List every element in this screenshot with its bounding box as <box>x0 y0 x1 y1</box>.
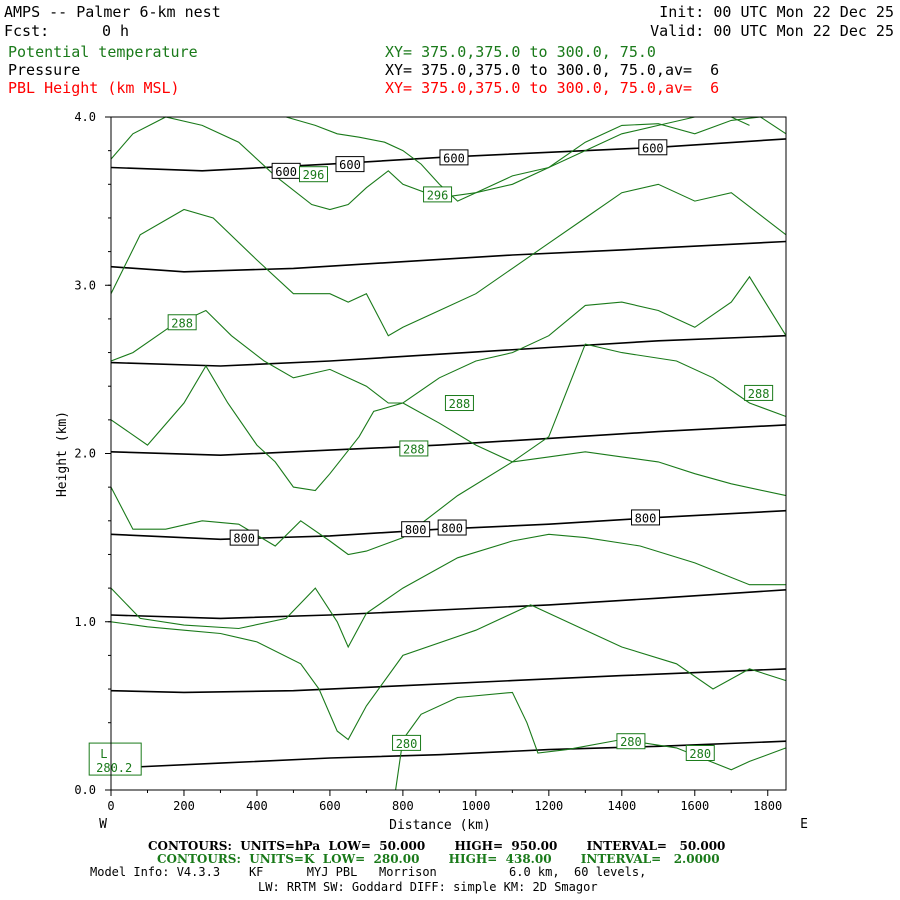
theta-contours <box>110 116 787 791</box>
theta-contour-label: 288 <box>403 442 425 456</box>
x-tick-label: 400 <box>246 799 268 813</box>
y-tick-label: 0.0 <box>74 783 96 797</box>
theta-contour-label-box <box>167 314 197 331</box>
theta_288-line <box>110 343 787 492</box>
footer-pressure-contours: CONTOURS: UNITS=hPa LOW= 50.000 HIGH= 95… <box>148 839 726 853</box>
pressure-contour-label-box <box>335 156 365 173</box>
theta-contour-label: 288 <box>171 316 193 330</box>
init-time: Init: 00 UTC Mon 22 Dec 25 <box>659 3 894 21</box>
theta_290-line <box>110 275 787 404</box>
low-marker-symbol: L <box>100 747 107 761</box>
y-tick-label: 1.0 <box>74 615 96 629</box>
legend-pbl-name: PBL Height (km MSL) <box>8 79 180 97</box>
legend-pbl-xy: XY= 375.0,375.0 to 300.0, 75.0,av= 6 <box>385 79 720 97</box>
theta-contour-label: 280 <box>620 735 642 749</box>
pressure-contours <box>110 138 787 769</box>
legend-pressure-xy: XY= 375.0,375.0 to 300.0, 75.0,av= 6 <box>385 61 720 79</box>
pressure-contour-label: 600 <box>275 165 297 179</box>
pressure_850-line <box>110 589 787 620</box>
pressure-contour-label-box <box>439 149 469 166</box>
theta_282-line <box>110 604 787 741</box>
low-marker-box <box>88 742 142 776</box>
theta-contour-label-box <box>423 186 453 203</box>
theta-contour-label: 288 <box>449 397 471 411</box>
pressure_700-line <box>110 334 787 367</box>
theta-contour-label-box <box>392 734 422 751</box>
x-tick-label: 1400 <box>607 799 636 813</box>
forecast-value: 0 h <box>102 22 130 40</box>
pressure-contour-label-box <box>638 139 668 156</box>
valid-time: Valid: 00 UTC Mon 22 Dec 25 <box>650 22 894 40</box>
axis-ticks: 0 200 400 600 800 1000 1200 1400 1600 1800 0.0 1.0 2… <box>74 110 782 813</box>
x-tick-label: 1000 <box>461 799 490 813</box>
theta-contour-label: 296 <box>303 168 325 182</box>
theta-contour-label: 280 <box>689 747 711 761</box>
x-tick-label: 1200 <box>534 799 563 813</box>
pressure-contour-label: 800 <box>233 532 255 546</box>
x-tick-label: 800 <box>392 799 414 813</box>
plot-frame <box>110 116 787 791</box>
theta-contour-label: 288 <box>748 387 770 401</box>
x-tick-label: 200 <box>173 799 195 813</box>
pressure_950-line <box>110 740 787 769</box>
theta-contour-label-box <box>399 440 429 457</box>
y-tick-label: 3.0 <box>74 278 96 292</box>
y-axis-title: Height (km) <box>55 411 70 497</box>
pressure-contour-label: 800 <box>441 522 463 536</box>
footer-model-info: Model Info: V4.3.3 KF MYJ PBL Morrison 6… <box>90 865 647 879</box>
y-tick-label: 4.0 <box>74 110 96 124</box>
pressure-contour-label-box <box>437 519 467 536</box>
theta-contour-label-box <box>685 744 715 761</box>
theta_294-line <box>110 116 787 211</box>
legend-pressure-name: Pressure <box>8 61 81 79</box>
theta_280-line <box>395 691 787 791</box>
pressure_900-line <box>110 668 787 694</box>
pressure-contour-label-box <box>631 509 661 526</box>
pressure-contour-label: 800 <box>635 511 657 525</box>
footer-physics-info: LW: RRTM SW: Goddard DIFF: simple KM: 2D… <box>258 880 598 894</box>
legend-theta-name: Potential temperature <box>8 43 198 61</box>
east-label: E <box>800 817 808 832</box>
footer-theta-contours: CONTOURS: UNITS=K LOW= 280.00 HIGH= 438.… <box>157 852 720 866</box>
low-marker-value: 280.2 <box>96 761 132 775</box>
theta_284-line <box>110 533 786 649</box>
west-label: W <box>99 817 107 832</box>
theta-contour-label-box <box>299 166 328 183</box>
theta_292-line <box>110 183 787 337</box>
x-tick-label: 1800 <box>753 799 782 813</box>
theta-contour-label: 296 <box>427 188 449 202</box>
theta-contour-label-box <box>744 384 774 401</box>
theta_286-line <box>110 451 787 556</box>
contour-labels: 600 600 600 600 800 800 800 800 296 296 288 288 288 2… <box>88 139 774 776</box>
theta-contour-label-box <box>616 733 646 750</box>
x-axis-title: Distance (km) <box>389 818 491 833</box>
pressure-contour-label: 800 <box>405 523 427 537</box>
theta_296-line <box>285 116 750 202</box>
x-tick-label: 1600 <box>680 799 709 813</box>
pressure_750-line <box>110 424 787 457</box>
pressure_650-line <box>110 240 787 273</box>
theta-contour-label: 280 <box>396 737 418 751</box>
theta-contour-label-box <box>444 395 474 412</box>
x-tick-label: 600 <box>319 799 341 813</box>
forecast-label: Fcst: <box>4 22 50 40</box>
x-tick-label: 0 <box>107 799 114 813</box>
pressure-contour-label-box <box>229 529 259 546</box>
pressure-contour-label: 600 <box>443 151 465 165</box>
legend-theta-xy: XY= 375.0,375.0 to 300.0, 75.0 <box>385 43 656 61</box>
pressure-contour-label: 600 <box>642 141 664 155</box>
plot-title: AMPS -- Palmer 6-km nest <box>4 3 221 21</box>
pressure-contour-label: 600 <box>339 158 361 172</box>
pressure-contour-label-box <box>401 521 431 538</box>
y-tick-label: 2.0 <box>74 447 96 461</box>
